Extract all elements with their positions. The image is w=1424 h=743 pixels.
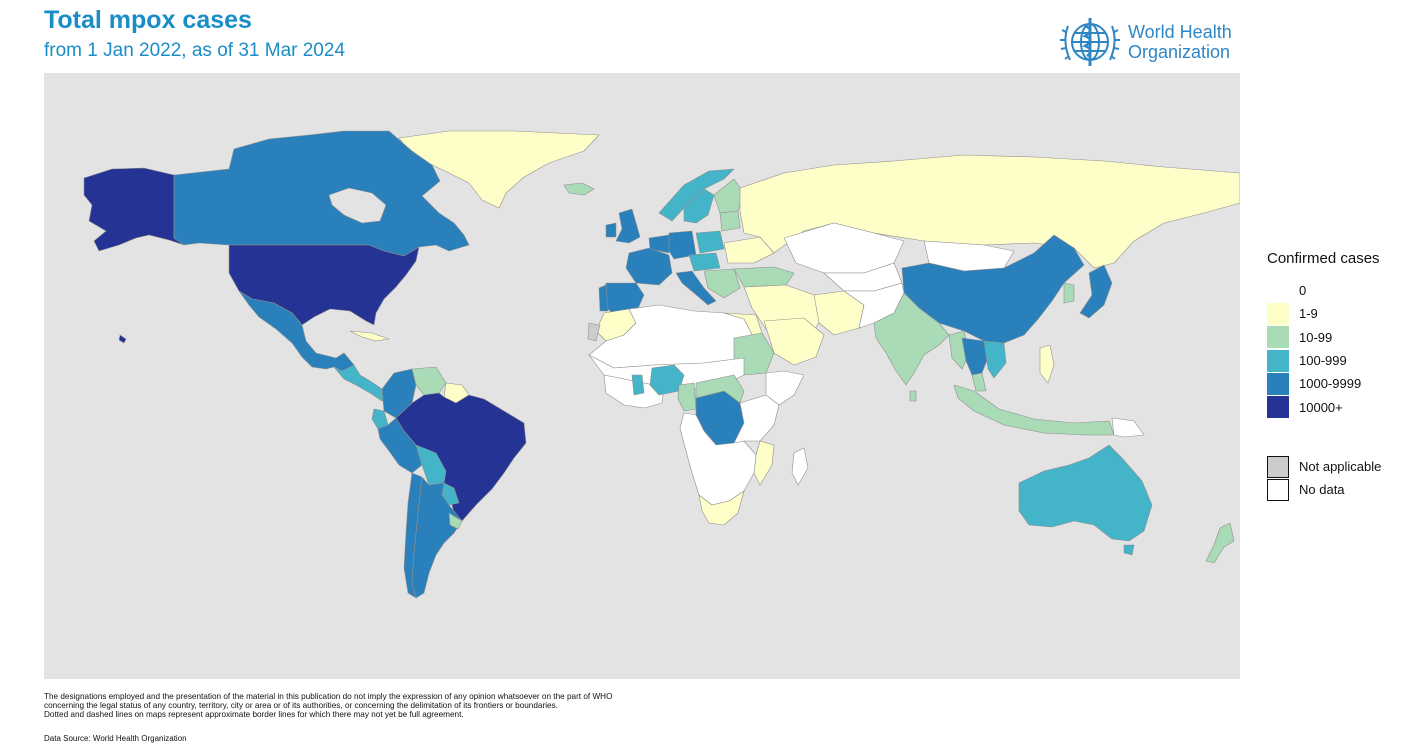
legend-title: Confirmed cases — [1267, 250, 1380, 267]
hudson-bay — [328, 187, 387, 224]
legend-swatch — [1267, 302, 1289, 325]
legend: Confirmed cases 0 1-9 10-99 100-999 1000… — [1267, 250, 1417, 419]
country-argentina — [411, 476, 463, 599]
legend-item-1-9: 1-9 — [1267, 302, 1417, 325]
legend-swatch — [1267, 372, 1289, 395]
legend-label: 1000-9999 — [1299, 376, 1362, 392]
legend-item-10-99: 10-99 — [1267, 326, 1417, 349]
legend-label: 10-99 — [1299, 329, 1333, 345]
country-vietnam — [983, 340, 1007, 379]
country-france — [625, 247, 673, 286]
country-uruguay — [448, 512, 463, 530]
country-russia — [739, 154, 1240, 269]
country-portugal — [598, 284, 609, 312]
region-southern-africa — [679, 412, 757, 506]
country-new-zealand — [1205, 522, 1235, 564]
country-western-sahara — [587, 322, 601, 342]
legend-label: Not applicable — [1299, 459, 1382, 474]
region-balkans — [703, 268, 741, 299]
who-emblem-icon — [1060, 18, 1120, 66]
country-australia — [1018, 444, 1153, 542]
country-south-africa — [698, 490, 745, 526]
country-iceland — [563, 182, 595, 196]
legend-swatch — [1267, 396, 1289, 419]
country-cuba — [349, 330, 390, 342]
who-logo-text: World Health Organization — [1128, 22, 1232, 62]
region-central-europe — [688, 252, 721, 272]
legend-item-not-applicable: Not applicable — [1267, 455, 1381, 478]
who-logo-line1: World Health — [1128, 22, 1232, 42]
disclaimer: The designations employed and the presen… — [44, 692, 804, 719]
country-korea — [1063, 282, 1075, 304]
country-philippines — [1039, 344, 1055, 384]
map-title: Total mpox cases — [44, 6, 252, 34]
region-baltics — [719, 210, 741, 232]
country-ukraine — [723, 236, 775, 264]
legend-item-100-999: 100-999 — [1267, 349, 1417, 372]
world-map-svg — [83, 130, 1240, 599]
country-poland — [695, 230, 725, 254]
who-logo-line2: Organization — [1128, 42, 1231, 62]
country-hawaii — [118, 334, 127, 344]
legend-swatch — [1267, 279, 1289, 302]
legend-swatch — [1267, 326, 1289, 349]
who-logo: World Health Organization — [1058, 12, 1242, 74]
legend-swatch — [1267, 478, 1289, 501]
legend-item-10000-plus: 10000+ — [1267, 395, 1417, 419]
legend-extra: Not applicable No data — [1267, 455, 1381, 501]
map-subtitle: from 1 Jan 2022, as of 31 Mar 2024 — [44, 40, 346, 61]
country-finland — [713, 178, 745, 214]
country-italy — [675, 270, 717, 306]
country-tasmania — [1123, 544, 1135, 556]
world-map — [44, 73, 1240, 679]
legend-label: 10000+ — [1299, 399, 1343, 415]
country-malaysia — [971, 372, 987, 392]
disclaimer-line: Dotted and dashed lines on maps represen… — [44, 710, 464, 719]
country-turkey — [733, 266, 795, 288]
country-benelux — [648, 234, 670, 254]
legend-swatch — [1267, 455, 1289, 478]
country-norway — [658, 168, 735, 222]
legend-item-0: 0 — [1267, 279, 1417, 302]
country-united-kingdom — [615, 208, 641, 244]
country-madagascar — [791, 447, 809, 486]
legend-label: No data — [1299, 482, 1345, 497]
country-venezuela — [411, 366, 447, 396]
disclaimer-line: concerning the legal status of any count… — [44, 701, 558, 710]
country-japan — [1079, 264, 1113, 319]
legend-label: 1-9 — [1299, 306, 1318, 322]
country-colombia — [381, 368, 417, 419]
legend-item-no-data: No data — [1267, 478, 1381, 501]
legend-label: 100-999 — [1299, 353, 1347, 369]
country-mozambique — [753, 440, 775, 486]
country-papua-new-guinea — [1111, 417, 1145, 438]
disclaimer-line: The designations employed and the presen… — [44, 692, 613, 701]
country-sri-lanka — [909, 390, 917, 402]
legend-label: 0 — [1299, 283, 1307, 299]
legend-swatch — [1267, 349, 1289, 372]
country-ghana-cote-divoire — [631, 374, 645, 396]
country-sweden — [683, 188, 715, 224]
legend-item-1000-9999: 1000-9999 — [1267, 372, 1417, 395]
country-ireland — [605, 222, 617, 238]
country-alaska — [83, 167, 185, 252]
country-cameroon — [677, 382, 697, 412]
country-indonesia — [953, 384, 1115, 436]
country-india — [873, 292, 950, 386]
